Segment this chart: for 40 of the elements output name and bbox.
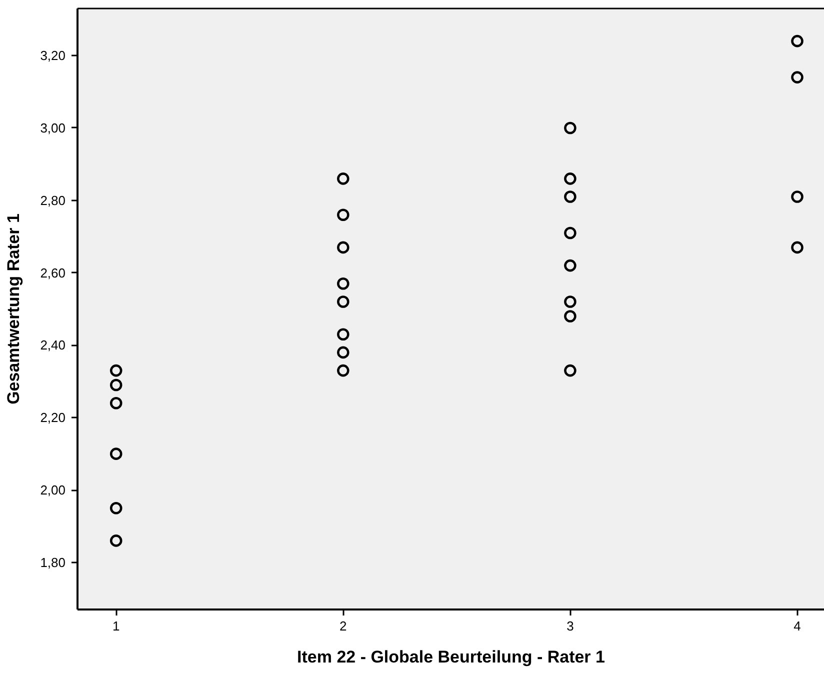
point bbox=[337, 241, 350, 254]
y-tick-label: 3,20 bbox=[40, 48, 66, 64]
point bbox=[564, 122, 576, 134]
point bbox=[337, 278, 350, 290]
y-tick-label: 2,40 bbox=[40, 338, 66, 353]
y-tick-label: 2,20 bbox=[40, 410, 66, 426]
point bbox=[564, 190, 576, 203]
point bbox=[337, 328, 350, 340]
point bbox=[110, 534, 122, 547]
point bbox=[337, 364, 350, 377]
point bbox=[564, 310, 576, 322]
y-tick-label: 1,80 bbox=[40, 554, 66, 570]
point bbox=[564, 226, 576, 240]
point bbox=[110, 502, 122, 514]
x-tick-label: 3 bbox=[566, 618, 574, 634]
point bbox=[337, 296, 350, 308]
y-axis-title: Gesamtwertung Rater 1 bbox=[4, 214, 24, 404]
point bbox=[564, 296, 576, 308]
y-tick-label: 2,80 bbox=[40, 192, 66, 208]
point bbox=[110, 364, 122, 377]
y-tick-label: 3,00 bbox=[40, 120, 66, 136]
point bbox=[337, 346, 350, 359]
x-tick-label: 4 bbox=[794, 618, 801, 634]
point bbox=[791, 71, 804, 84]
point bbox=[110, 448, 122, 460]
point bbox=[564, 172, 576, 185]
point bbox=[564, 259, 576, 272]
point bbox=[564, 364, 576, 377]
point bbox=[110, 396, 122, 410]
point bbox=[791, 241, 804, 254]
x-tick-label: 1 bbox=[112, 618, 120, 634]
x-tick-label: 2 bbox=[340, 618, 347, 634]
y-tick-label: 2,00 bbox=[40, 482, 66, 498]
y-tick-label: 2,60 bbox=[40, 265, 66, 280]
point bbox=[337, 208, 350, 222]
point bbox=[791, 34, 804, 48]
point bbox=[791, 190, 804, 203]
point bbox=[110, 378, 122, 392]
point bbox=[337, 172, 350, 185]
x-axis-title: Item 22 - Globale Beurteilung - Rater 1 bbox=[297, 648, 605, 666]
